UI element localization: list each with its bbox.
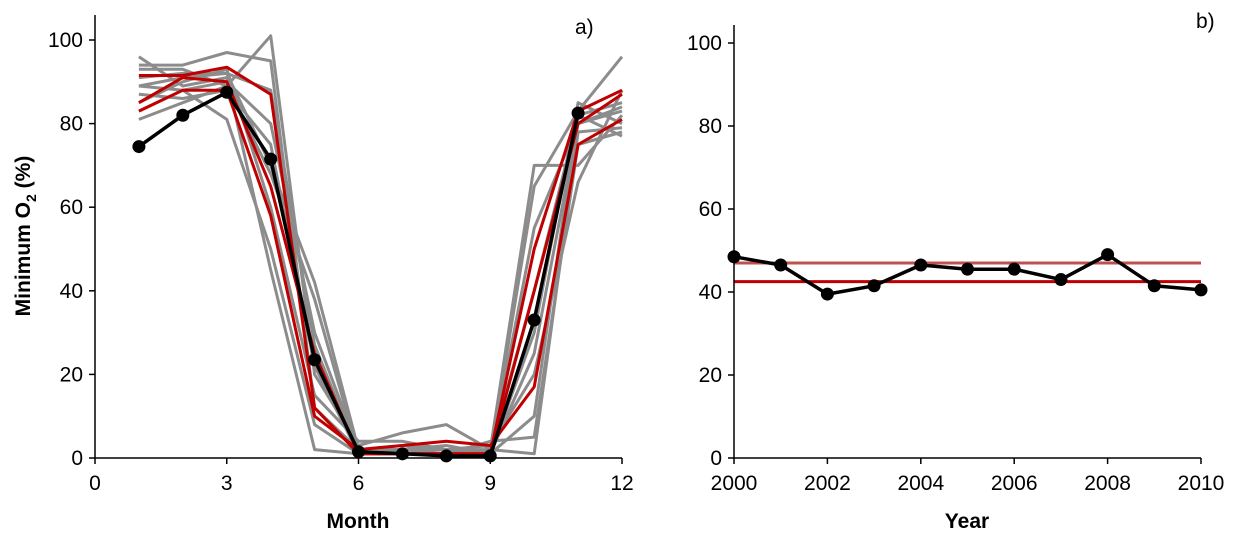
- series-line-red: [138, 65, 623, 456]
- series-line-red: [138, 88, 623, 452]
- x-tick-label: 2010: [1178, 472, 1225, 495]
- x-tick-label: 9: [484, 472, 496, 495]
- data-point: [132, 140, 146, 154]
- x-tick-label: 3: [221, 472, 233, 495]
- panel-a-y-axis-label-unit: (%): [12, 156, 35, 195]
- x-tick-label: 12: [610, 472, 633, 495]
- data-point: [483, 449, 497, 463]
- series-line-gray: [138, 71, 623, 456]
- panel-a-ticks: 0 20 40 60 80 100 0 3 6 9 12: [48, 29, 634, 495]
- y-tick-label: 0: [710, 447, 722, 470]
- y-tick-label: 20: [60, 363, 83, 386]
- x-tick-label: 2000: [711, 472, 758, 495]
- data-point: [1147, 279, 1161, 293]
- data-point: [820, 287, 834, 301]
- x-tick-label: 6: [353, 472, 365, 495]
- y-tick-label: 0: [71, 447, 83, 470]
- x-tick-label: 0: [89, 472, 101, 495]
- x-tick-label: 2002: [804, 472, 851, 495]
- y-tick-label: 100: [687, 32, 722, 55]
- data-point: [774, 258, 788, 272]
- y-tick-label: 20: [699, 364, 722, 387]
- y-tick-label: 80: [699, 115, 722, 138]
- panel-a-x-axis-label: Month: [327, 510, 390, 533]
- y-tick-label: 100: [48, 29, 83, 52]
- data-point: [352, 445, 365, 459]
- data-point: [527, 313, 541, 327]
- data-point: [220, 85, 234, 99]
- panel-a-plot-area: [132, 34, 624, 463]
- data-point: [176, 108, 190, 122]
- panel-a-y-axis-label-subscript: 2: [23, 194, 39, 202]
- data-point: [1101, 248, 1115, 262]
- data-point: [264, 152, 278, 166]
- panel-b-x-axis-label: Year: [945, 510, 989, 533]
- data-point: [961, 262, 974, 276]
- data-point: [1007, 262, 1021, 276]
- y-tick-label: 60: [699, 198, 722, 221]
- panel-a-month-chart: 0 20 40 60 80 100 0 3 6 9 12 a) Month Minimum O2 (…: [12, 15, 634, 533]
- y-tick-label: 80: [60, 113, 83, 136]
- y-tick-label: 40: [699, 281, 722, 304]
- series-line-gray: [138, 71, 623, 456]
- data-point: [1194, 283, 1208, 297]
- panel-a-label: a): [575, 16, 594, 39]
- data-point: [395, 447, 409, 461]
- panel-b-ticks: 0 20 40 60 80 100 2000 2002 2004 2006 2008 2010: [687, 32, 1224, 495]
- y-tick-label: 40: [60, 280, 83, 303]
- data-point: [439, 449, 453, 463]
- data-point: [308, 353, 322, 367]
- data-point: [571, 106, 585, 120]
- x-tick-label: 2006: [991, 472, 1038, 495]
- y-tick-label: 60: [60, 196, 83, 219]
- x-tick-label: 2008: [1084, 472, 1131, 495]
- panel-a-y-axis-label: Minimum O2 (%): [12, 156, 39, 317]
- panel-b-plot-area: [727, 248, 1208, 301]
- data-point: [867, 279, 881, 293]
- data-point: [1054, 273, 1068, 287]
- data-point: [914, 258, 928, 272]
- panel-b-label: b): [1196, 10, 1215, 33]
- x-tick-label: 2004: [897, 472, 944, 495]
